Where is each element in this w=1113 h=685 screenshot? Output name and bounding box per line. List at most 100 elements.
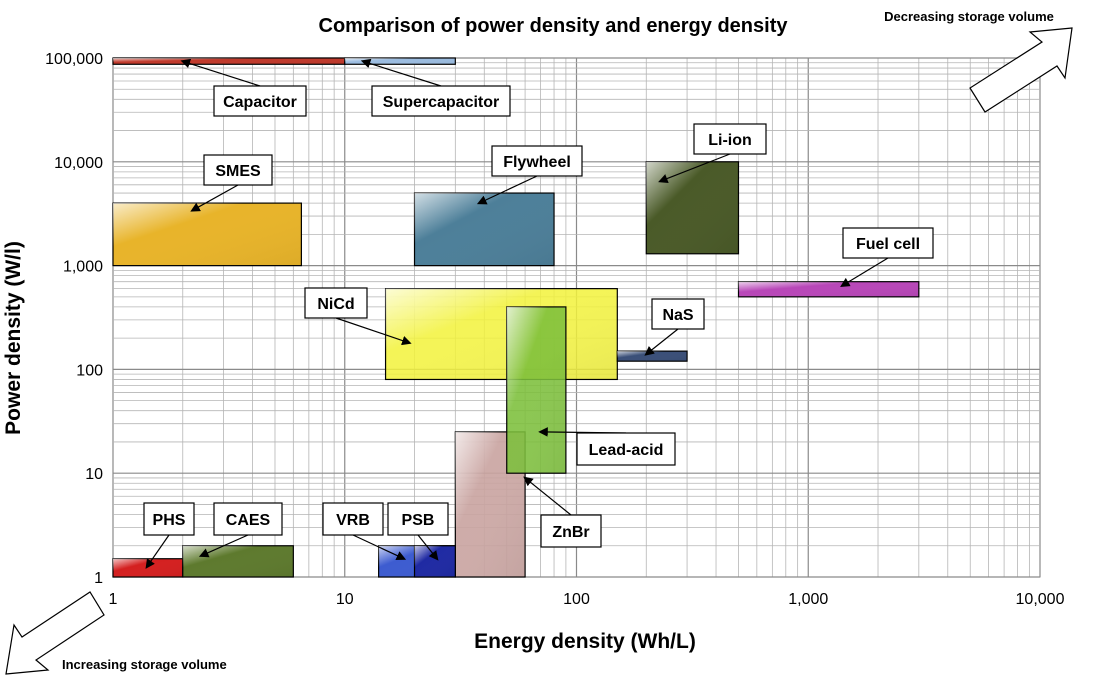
callout-caes-leader <box>198 534 249 558</box>
callout-capacitor-box <box>213 85 307 117</box>
y-tick-label: 1 <box>94 570 103 587</box>
box-phs-shine <box>113 558 183 577</box>
callout-li-ion-label: Li-ion <box>708 132 752 149</box>
x-axis-label: Energy density (Wh/L) <box>474 630 696 653</box>
callout-supercapacitor-box <box>371 85 511 117</box>
callout-nicd: NiCd <box>304 287 412 346</box>
callout-li-ion: Li-ion <box>658 123 767 184</box>
callout-flywheel-label: Flywheel <box>503 154 571 171</box>
callout-vrb-label: VRB <box>336 512 370 529</box>
callout-fuel-cell-leader <box>840 257 889 287</box>
callout-supercapacitor: Supercapacitor <box>360 58 511 117</box>
callout-fuel-cell-label: Fuel cell <box>856 236 920 253</box>
callout-znbr: ZnBr <box>523 476 602 548</box>
callout-psb-label: PSB <box>402 512 435 529</box>
y-tick-label: 1,000 <box>63 259 103 276</box>
box-lead-acid-shine <box>506 306 566 474</box>
callout-psb: PSB <box>387 502 449 561</box>
y-tick-label: 100 <box>76 362 103 379</box>
callout-flywheel-box <box>491 145 583 177</box>
callout-smes-box <box>203 154 273 186</box>
tick-labels: 1 10 100 1,000 10,000 1 10 100 1,000 10,000 100,00… <box>45 51 1064 608</box>
box-li-ion-shine <box>646 161 739 254</box>
callout-znbr-leader <box>523 476 572 516</box>
box-supercapacitor-shine <box>344 58 456 65</box>
callout-caes-label: CAES <box>226 512 271 529</box>
callout-nas-leader <box>644 328 679 356</box>
callout-capacitor-leader <box>180 58 261 87</box>
box-smes <box>112 202 302 267</box>
callout-caes-box <box>213 502 283 536</box>
y-tick-label: 10 <box>85 466 103 483</box>
callout-phs-leader <box>145 534 170 569</box>
callout-psb-box <box>387 502 449 536</box>
callout-nicd-leader <box>335 317 412 346</box>
box-supercapacitor <box>344 57 456 65</box>
increasing-volume-arrow <box>5 591 105 675</box>
callout-capacitor: Capacitor <box>180 58 307 117</box>
box-fuel-cell-shine <box>738 281 919 297</box>
callout-capacitor-label: Capacitor <box>223 94 297 111</box>
callout-phs-label: PHS <box>153 512 186 529</box>
box-psb-shine <box>414 545 456 577</box>
callout-phs-box <box>143 502 195 536</box>
box-psb <box>413 545 456 578</box>
x-tick-label: 1,000 <box>788 591 828 608</box>
callout-caes: CAES <box>198 502 283 558</box>
box-nas-shine <box>617 351 688 362</box>
box-smes-shine <box>113 203 302 266</box>
callout-nas-label: NaS <box>662 307 693 324</box>
callout-supercapacitor-leader <box>360 58 442 87</box>
x-tick-label: 1 <box>109 591 118 608</box>
callout-fuel-cell: Fuel cell <box>840 227 934 287</box>
box-li-ion <box>645 161 740 255</box>
callout-znbr-label: ZnBr <box>552 524 589 541</box>
box-nicd <box>384 288 618 381</box>
callout-fuel-cell-box <box>842 227 934 259</box>
callout-li-ion-leader <box>658 153 731 184</box>
y-axis-label: Power density (W/l) <box>2 241 25 435</box>
callout-vrb: VRB <box>322 502 407 561</box>
callout-flywheel-leader <box>476 175 538 205</box>
callout-nicd-label: NiCd <box>317 296 354 313</box>
box-nas <box>616 350 688 362</box>
callout-nas-box <box>651 298 705 330</box>
callout-lead-acid-label: Lead-acid <box>589 442 664 459</box>
chart-title: Comparison of power density and energy d… <box>319 15 789 37</box>
x-tick-label: 100 <box>563 591 590 608</box>
callout-smes: SMES <box>190 154 273 212</box>
callout-lead-acid-box <box>576 432 676 466</box>
y-tick-label: 100,000 <box>45 51 103 68</box>
callout-vrb-box <box>322 502 384 536</box>
callout-li-ion-box <box>693 123 767 155</box>
box-caes-shine <box>182 545 294 577</box>
callout-lead-acid: Lead-acid <box>538 427 676 466</box>
box-flywheel <box>413 192 555 267</box>
increasing-volume-label: Increasing storage volume <box>62 657 227 672</box>
callout-smes-label: SMES <box>215 163 261 180</box>
callout-nicd-box <box>304 287 368 319</box>
callout-flywheel: Flywheel <box>476 145 583 205</box>
callout-psb-leader <box>417 534 439 561</box>
box-capacitor <box>112 57 346 65</box>
box-nicd-shine <box>385 288 618 380</box>
callout-supercapacitor-label: Supercapacitor <box>383 94 499 111</box>
y-tick-label: 10,000 <box>54 155 103 172</box>
decreasing-volume-arrow <box>969 27 1073 113</box>
callout-nas: NaS <box>644 298 705 356</box>
decreasing-volume-label: Decreasing storage volume <box>884 9 1054 24</box>
callout-vrb-leader <box>352 534 407 561</box>
callouts: Capacitor Supercapacitor SMES Flywheel Li-io… <box>143 58 934 569</box>
box-phs <box>112 558 184 578</box>
callout-smes-leader <box>190 184 239 212</box>
box-capacitor-shine <box>113 58 345 65</box>
technology-boxes <box>112 57 920 578</box>
callout-znbr-box <box>540 514 602 548</box>
x-tick-label: 10,000 <box>1016 591 1065 608</box>
callout-phs: PHS <box>143 502 195 569</box>
x-tick-label: 10 <box>336 591 354 608</box>
box-fuel-cell <box>737 281 920 298</box>
box-flywheel-shine <box>414 193 555 266</box>
box-caes <box>182 545 294 578</box>
